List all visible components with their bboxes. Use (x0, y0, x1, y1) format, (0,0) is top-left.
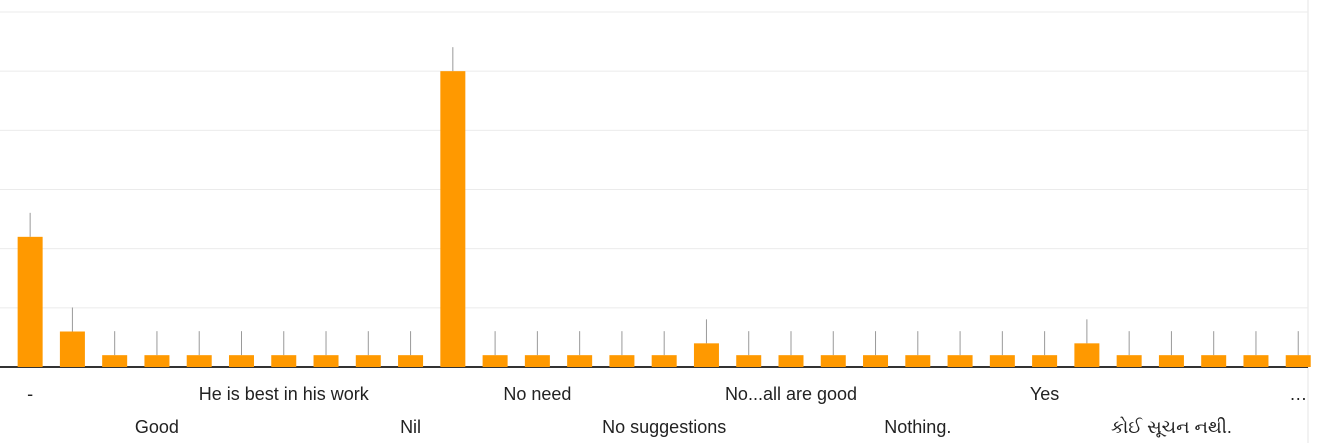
x-tick-label: Nothing. (884, 417, 951, 437)
bar (1201, 355, 1227, 367)
x-tick-label: No need (503, 384, 571, 404)
bar (524, 355, 550, 367)
x-tick-label: No...all are good (725, 384, 857, 404)
x-tick-label: Good (135, 417, 179, 437)
bar (313, 355, 339, 367)
bar (1074, 343, 1100, 367)
bar (863, 355, 889, 367)
bar (144, 355, 170, 367)
bar (440, 71, 466, 368)
bar (905, 355, 931, 367)
x-tick-label: He is best in his work (199, 384, 370, 404)
bar (567, 355, 593, 367)
bar (820, 355, 846, 367)
bar (482, 355, 508, 367)
bar (1243, 355, 1269, 367)
bar (736, 355, 762, 367)
x-tick-label: … (1289, 384, 1307, 404)
x-tick-label: Nil (400, 417, 421, 437)
bar (102, 355, 128, 367)
bar (355, 355, 381, 367)
x-tick-label: કોઈ સૂચન નથી. (1111, 417, 1232, 437)
bar (398, 355, 424, 367)
bar (228, 355, 254, 367)
bar (609, 355, 635, 367)
bar (59, 331, 85, 367)
bar (947, 355, 973, 367)
x-tick-label: Yes (1030, 384, 1059, 404)
bar (1032, 355, 1058, 367)
bar (1285, 355, 1311, 367)
bar (778, 355, 804, 367)
x-tick-label: No suggestions (602, 417, 726, 437)
bar (693, 343, 719, 367)
bar (271, 355, 297, 367)
x-tick-label: - (27, 384, 33, 404)
bar (1158, 355, 1184, 367)
bar (186, 355, 212, 367)
bar (989, 355, 1015, 367)
bar (651, 355, 677, 367)
bar (1116, 355, 1142, 367)
bar (17, 236, 43, 367)
